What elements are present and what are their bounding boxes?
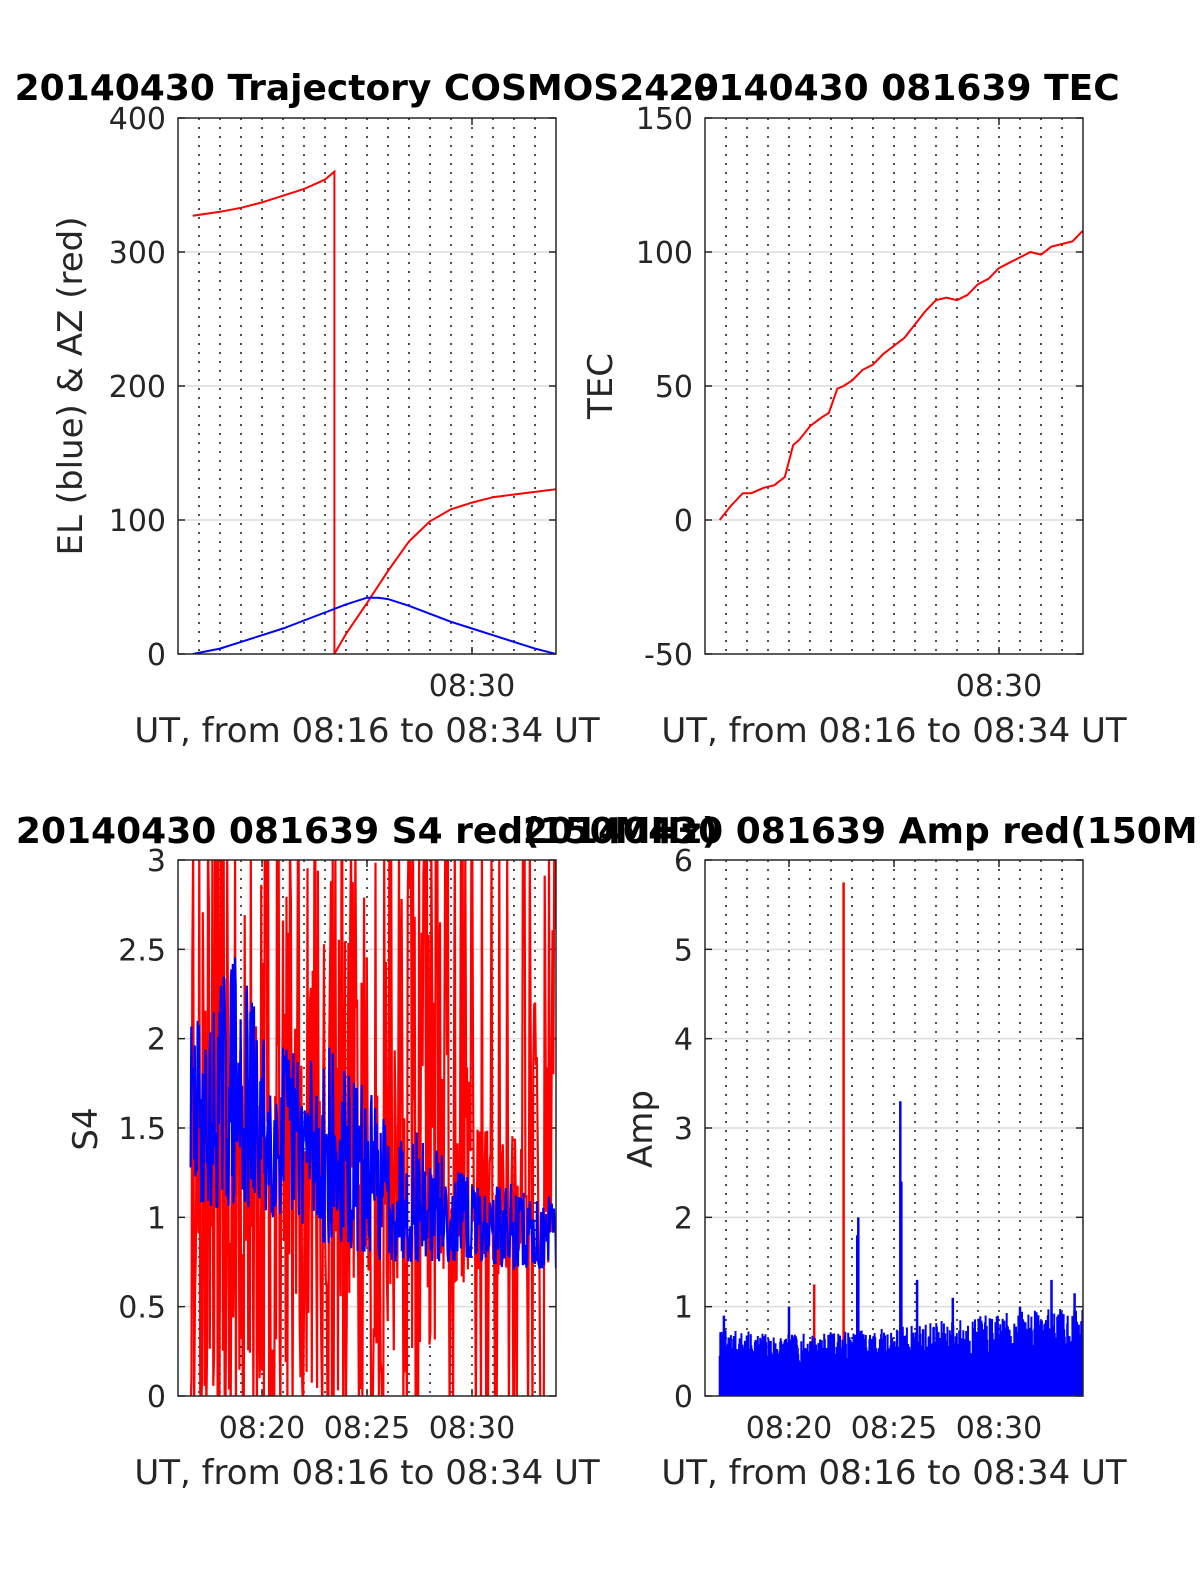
y-tick-label: 150	[636, 102, 693, 137]
chart-title: 20140430 Trajectory COSMOS2429	[15, 68, 720, 109]
x-axis-label: UT, from 08:16 to 08:34 UT	[661, 1453, 1127, 1493]
plot-area	[189, 860, 556, 1396]
y-axis-label: S4	[66, 1107, 106, 1150]
x-tick-label: 08:30	[956, 669, 1042, 704]
x-tick-label: 08:30	[429, 1411, 515, 1446]
y-tick-label: 0	[674, 504, 693, 539]
plot-area	[192, 169, 556, 654]
grid	[705, 859, 1083, 1397]
chart-title: 20140430 081639 TEC	[668, 68, 1119, 109]
y-tick-label: 300	[109, 236, 166, 271]
y-tick-label: 50	[655, 370, 693, 405]
x-tick-label: 08:25	[324, 1411, 410, 1446]
y-tick-label: 3	[674, 1112, 693, 1147]
axes-frame	[704, 117, 1084, 655]
x-tick-label: 08:30	[956, 1411, 1042, 1446]
y-tick-label: 3	[147, 844, 166, 879]
axes-frame	[704, 859, 1084, 1397]
y-axis-label: TEC	[581, 353, 621, 420]
y-tick-label: 0.5	[118, 1291, 166, 1326]
y-tick-label: 4	[674, 1023, 693, 1058]
x-tick-label: 08:30	[429, 669, 515, 704]
y-tick-label: 2.5	[118, 933, 166, 968]
y-tick-label: 2	[147, 1023, 166, 1058]
series-blue-line	[192, 596, 556, 654]
axes-frame	[177, 859, 557, 1397]
y-tick-label: 0	[147, 1380, 166, 1415]
y-tick-label: 100	[636, 236, 693, 271]
y-tick-label: 6	[674, 844, 693, 879]
y-tick-label: 5	[674, 933, 693, 968]
x-axis-label: UT, from 08:16 to 08:34 UT	[134, 711, 600, 751]
y-tick-label: 1.5	[118, 1112, 166, 1147]
y-tick-label: 400	[109, 102, 166, 137]
x-axis-label: UT, from 08:16 to 08:34 UT	[661, 711, 1127, 751]
x-tick-label: 08:25	[851, 1411, 937, 1446]
chart-amp: 20140430 081639 Amp red(150MHz) Amp UT, …	[523, 811, 1200, 1493]
y-axis-label: EL (blue) & AZ (red)	[51, 216, 91, 555]
chart-tec: 20140430 081639 TEC TEC UT, from 08:16 t…	[581, 68, 1127, 751]
grid	[705, 117, 1083, 655]
plot-area	[718, 229, 1083, 521]
chart-s4: 20140430 081639 S4 red(150MHz) S4 UT, fr…	[16, 811, 718, 1493]
axes-frame	[177, 117, 557, 655]
grid	[178, 117, 556, 655]
y-tick-label: 1	[674, 1291, 693, 1326]
series-blue-noise	[718, 1309, 1083, 1396]
y-tick-label: -50	[644, 638, 693, 673]
chart-trajectory: 20140430 Trajectory COSMOS2429 EL (blue)…	[15, 68, 720, 751]
y-tick-label: 100	[109, 504, 166, 539]
series-blue-line	[189, 957, 556, 1270]
x-tick-label: 08:20	[219, 1411, 305, 1446]
y-tick-label: 0	[147, 638, 166, 673]
y-tick-label: 1	[147, 1201, 166, 1236]
y-tick-label: 200	[109, 370, 166, 405]
plot-area	[718, 882, 1083, 1396]
x-axis-label: UT, from 08:16 to 08:34 UT	[134, 1453, 600, 1493]
series-red-line	[718, 229, 1083, 521]
y-tick-label: 0	[674, 1380, 693, 1415]
y-tick-label: 2	[674, 1201, 693, 1236]
y-axis-label: Amp	[621, 1090, 661, 1168]
series-red-line	[192, 169, 556, 654]
x-tick-label: 08:20	[746, 1411, 832, 1446]
chart-title: 20140430 081639 S4 red(150MHz)	[16, 811, 718, 852]
chart-title: 20140430 081639 Amp red(150MHz)	[523, 811, 1200, 852]
